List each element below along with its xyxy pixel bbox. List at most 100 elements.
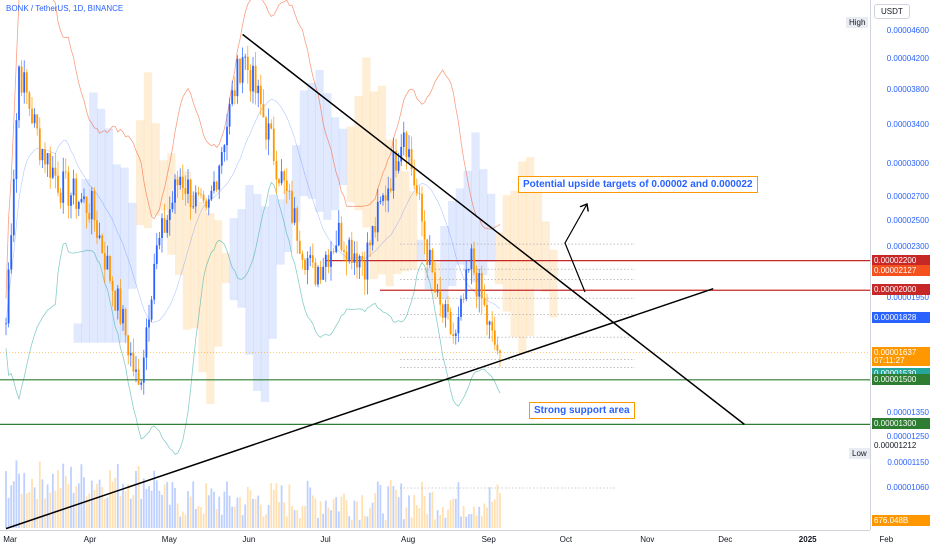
time-tick-label: Mar bbox=[3, 535, 17, 544]
ichimoku-cloud-segment bbox=[455, 188, 465, 265]
ascending-trendline bbox=[5, 288, 714, 530]
price-tick-label: 0.00003800 bbox=[886, 85, 929, 95]
volume-bar bbox=[49, 492, 52, 528]
volume-bar bbox=[462, 505, 465, 528]
volume-bar bbox=[454, 498, 457, 528]
ichimoku-cloud-segment bbox=[323, 93, 332, 220]
candle-body bbox=[236, 58, 239, 97]
candle-body bbox=[330, 251, 332, 267]
candle-body bbox=[288, 190, 291, 192]
volume-bar bbox=[499, 493, 501, 528]
volume-bar bbox=[493, 499, 496, 528]
volume-bar bbox=[298, 517, 301, 528]
volume-bar bbox=[389, 480, 392, 528]
volume-bar bbox=[148, 486, 150, 528]
price-axis[interactable]: 0.00004600 0.00004200 0.00003800 0.00003400… bbox=[870, 0, 932, 530]
volume-bar bbox=[98, 479, 101, 528]
volume-bar bbox=[254, 498, 257, 528]
candle-body bbox=[348, 239, 351, 261]
candle-body bbox=[356, 253, 358, 268]
volume-bar bbox=[285, 516, 288, 528]
candle-body bbox=[488, 321, 491, 325]
volume-bar bbox=[306, 480, 309, 528]
candle-body bbox=[353, 253, 356, 263]
ichimoku-cloud-segment bbox=[440, 226, 449, 300]
candle-body bbox=[428, 249, 431, 265]
volume-bar bbox=[187, 491, 189, 528]
candle-body bbox=[345, 251, 348, 261]
volume-bar bbox=[231, 506, 234, 528]
candle-body bbox=[116, 288, 119, 311]
candle-body bbox=[483, 298, 486, 305]
volume-bar bbox=[106, 497, 109, 528]
time-tick-label: 2025 bbox=[798, 535, 817, 544]
candle-body bbox=[252, 65, 254, 92]
candle-body bbox=[467, 268, 470, 270]
volume-bar bbox=[44, 498, 46, 528]
volume-bar bbox=[77, 483, 80, 528]
price-chart[interactable] bbox=[0, 0, 870, 530]
price-tag: 0.00001637 bbox=[872, 346, 930, 358]
volume-bar bbox=[330, 510, 332, 528]
candle-body bbox=[124, 309, 127, 336]
ichimoku-cloud-segment bbox=[463, 170, 472, 271]
volume-bar bbox=[28, 491, 31, 528]
bollinger-upper-band bbox=[5, 0, 501, 299]
currency-button[interactable]: USDT bbox=[874, 4, 910, 19]
candle-body bbox=[275, 161, 278, 180]
candle-body bbox=[231, 90, 234, 104]
volume-bar bbox=[467, 514, 470, 528]
chart-area[interactable]: BONK / TetherUS, 1D, BINANCE Potential u… bbox=[0, 0, 870, 530]
volume-bar bbox=[20, 493, 23, 528]
volume-bar bbox=[142, 478, 145, 528]
volume-bar bbox=[75, 486, 78, 528]
candle-body bbox=[166, 219, 169, 233]
volume-bar bbox=[486, 507, 488, 528]
candle-body bbox=[239, 58, 241, 83]
volume-bar bbox=[262, 516, 265, 528]
volume-bar bbox=[345, 500, 348, 528]
ichimoku-cloud-segment bbox=[549, 249, 558, 318]
candle-body bbox=[480, 273, 483, 299]
candle-body bbox=[358, 256, 361, 268]
price-tag: 0.00001530 bbox=[872, 367, 930, 379]
volume-bar bbox=[23, 472, 26, 528]
volume-bar bbox=[397, 497, 400, 528]
volume-bar bbox=[67, 484, 70, 528]
volume-bar bbox=[350, 519, 353, 528]
candle-body bbox=[272, 128, 275, 162]
candle-body bbox=[114, 290, 117, 311]
ichimoku-cloud-segment bbox=[346, 126, 355, 203]
volume-bar bbox=[132, 494, 135, 528]
volume-bar bbox=[470, 514, 473, 528]
volume-bar bbox=[408, 495, 410, 528]
candle-body bbox=[319, 266, 322, 280]
volume-bar bbox=[337, 511, 340, 528]
ichimoku-cloud-segment bbox=[260, 206, 270, 402]
time-axis[interactable]: Mar Apr May Jun Jul Aug Sep Oct Nov Dec 2025 Feb bbox=[0, 530, 893, 551]
volume-bar bbox=[496, 484, 499, 528]
candle-body bbox=[418, 193, 421, 194]
price-tick-label: 0.00003000 bbox=[886, 159, 929, 169]
volume-bar bbox=[96, 483, 98, 528]
candle-body bbox=[257, 85, 260, 94]
candle-body bbox=[332, 251, 335, 253]
ichimoku-cloud-segment bbox=[338, 128, 348, 185]
volume-bar bbox=[291, 506, 293, 528]
price-tick-label: 0.00001150 bbox=[887, 457, 929, 467]
candle-body bbox=[233, 90, 236, 97]
candle-body bbox=[249, 70, 252, 92]
ichimoku-cloud-segment bbox=[370, 91, 379, 280]
volume-bar bbox=[447, 509, 449, 528]
volume-bar bbox=[413, 494, 416, 528]
time-tick-label: Oct bbox=[559, 535, 573, 544]
volume-bar bbox=[31, 478, 33, 528]
volume-bar bbox=[116, 463, 119, 528]
volume-bar bbox=[137, 465, 140, 528]
volume-bar bbox=[12, 481, 15, 528]
candle-body bbox=[460, 298, 462, 317]
ichimoku-cloud-segment bbox=[518, 161, 527, 354]
ichimoku-cloud-segment bbox=[128, 202, 137, 289]
time-tick-label: Sep bbox=[481, 535, 496, 544]
candle-body bbox=[301, 253, 304, 260]
